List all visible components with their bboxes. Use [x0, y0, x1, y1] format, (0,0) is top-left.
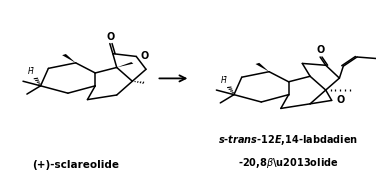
Text: H̄: H̄	[28, 67, 33, 76]
Polygon shape	[117, 62, 133, 67]
Text: -20,8$\beta$\u2013olide: -20,8$\beta$\u2013olide	[238, 156, 338, 170]
Text: O: O	[107, 32, 115, 42]
Polygon shape	[62, 54, 76, 63]
Text: O: O	[140, 51, 148, 61]
Polygon shape	[256, 63, 269, 72]
Text: O: O	[336, 95, 345, 105]
Text: H̄: H̄	[221, 76, 226, 85]
Text: (+)-sclareolide: (+)-sclareolide	[32, 160, 119, 170]
Text: O: O	[316, 45, 325, 55]
Text: $\bfit{s}$-$\bfit{trans}$-12$\bfit{E}$,14-labdadien: $\bfit{s}$-$\bfit{trans}$-12$\bfit{E}$,1…	[218, 133, 358, 147]
